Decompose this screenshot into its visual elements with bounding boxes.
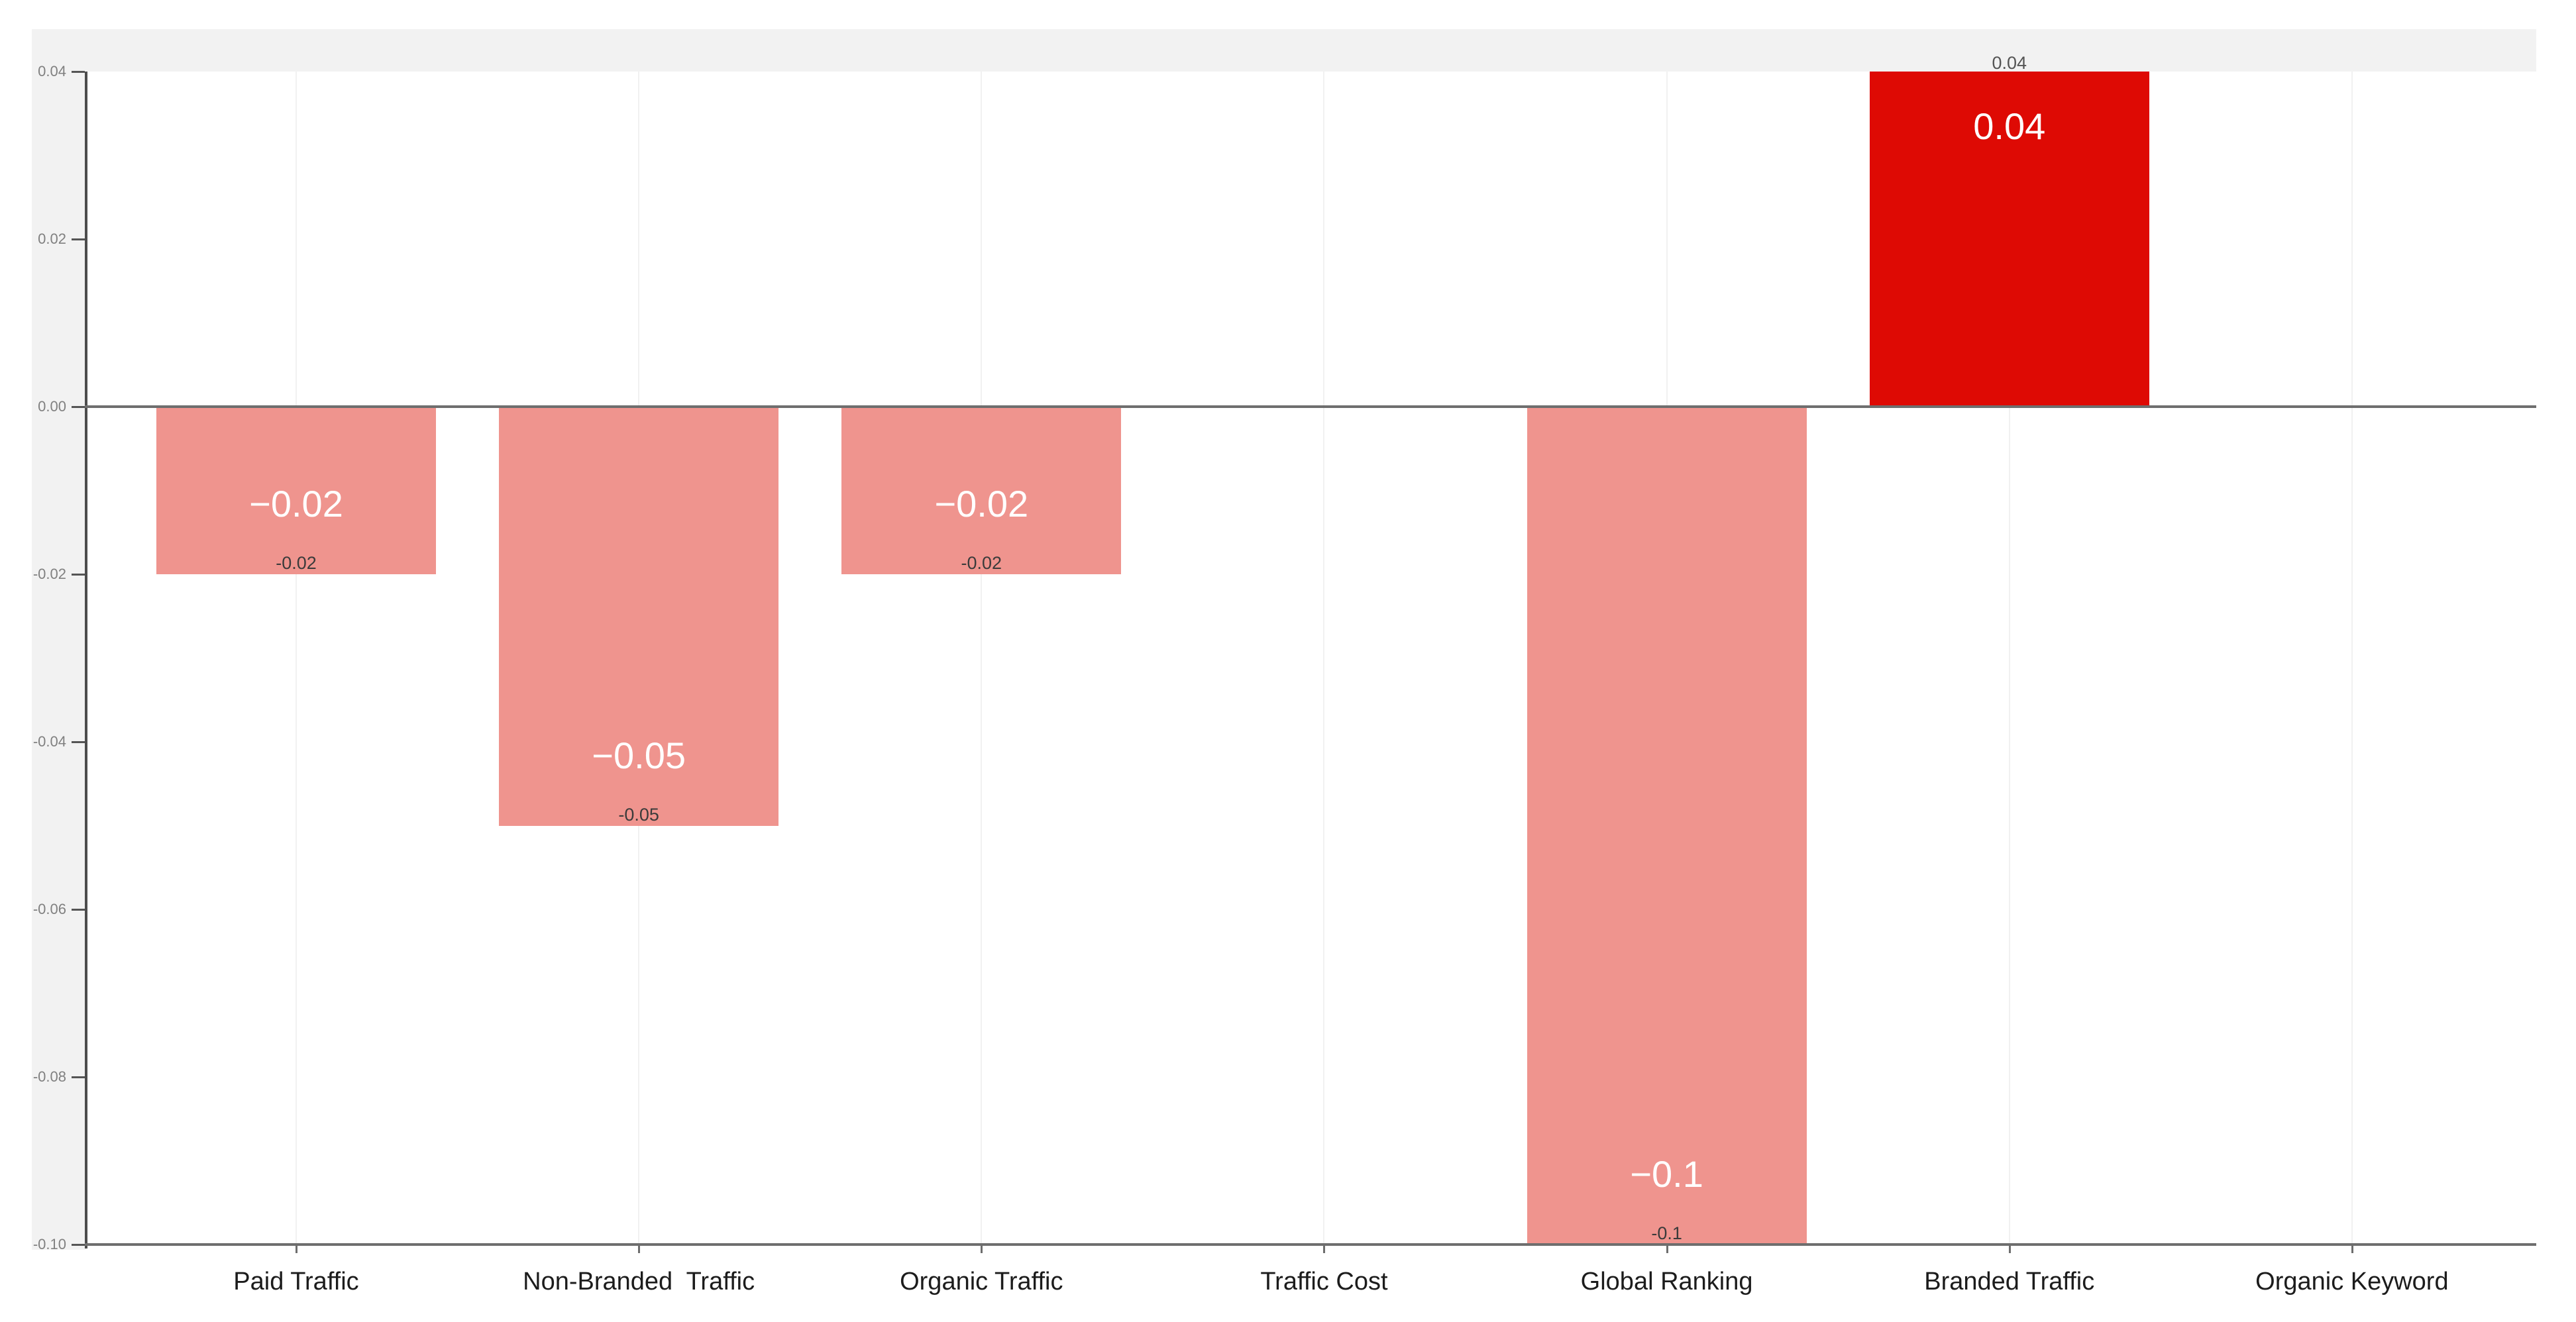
category-gridline — [2008, 72, 2010, 1245]
bar-global-ranking[interactable]: −0.1 -0.1 — [1527, 407, 1807, 1245]
y-tick-mark — [72, 1076, 85, 1078]
category-label-non-branded-traffic: Non-Branded Traffic — [523, 1268, 755, 1296]
y-tick-mark — [72, 741, 85, 743]
chart-left-margin — [32, 29, 86, 1250]
y-tick-mark — [72, 909, 85, 911]
bar-value-label: −0.1 — [1630, 1153, 1703, 1195]
bar-value-label: −0.02 — [934, 483, 1029, 525]
bar-value-label: −0.02 — [249, 483, 343, 525]
category-gridline — [1323, 72, 1325, 1245]
zero-line — [85, 405, 2536, 408]
category-gridline — [2351, 72, 2353, 1245]
y-tick-label: 0.02 — [38, 230, 66, 247]
x-tick-mark — [2008, 1245, 2011, 1253]
bar-branded-traffic[interactable]: 0.04 0.04 — [1869, 53, 2149, 407]
y-tick-label: -0.08 — [32, 1068, 66, 1085]
bar-value-label-small: -0.05 — [618, 804, 659, 825]
chart-top-margin — [32, 29, 2536, 72]
x-tick-mark — [1666, 1245, 1668, 1253]
y-tick-label: 0.00 — [38, 398, 66, 415]
y-tick-mark — [72, 574, 85, 576]
category-label-global-ranking: Global Ranking — [1580, 1268, 1753, 1296]
y-tick-label: -0.02 — [32, 566, 66, 582]
x-tick-mark — [638, 1245, 641, 1253]
bar-value-label-small: -0.02 — [961, 553, 1002, 573]
x-tick-mark — [1323, 1245, 1326, 1253]
bar-value-label: 0.04 — [1973, 105, 2046, 147]
y-axis-line — [85, 72, 87, 1248]
y-tick-mark — [72, 238, 85, 240]
y-tick-label: -0.06 — [32, 901, 66, 917]
category-gridline — [295, 72, 297, 1245]
bar-non-branded-traffic[interactable]: −0.05 -0.05 — [499, 407, 779, 826]
y-tick-label: -0.04 — [32, 733, 66, 750]
bar-paid-traffic[interactable]: −0.02 -0.02 — [156, 407, 436, 574]
category-label-organic-traffic: Organic Traffic — [900, 1268, 1063, 1296]
plot-area: −0.02 -0.02 −0.05 -0.05 −0.02 -0.02 −0.1 -0.1 0.… — [86, 53, 2536, 1245]
bar-value-label-small: -0.1 — [1651, 1223, 1682, 1243]
y-tick-mark — [72, 1244, 85, 1246]
category-label-organic-keyword: Organic Keyword — [2255, 1268, 2449, 1296]
y-tick-mark — [72, 406, 85, 408]
y-tick-label: 0.04 — [38, 63, 66, 79]
x-tick-mark — [295, 1245, 297, 1253]
bar-value-label-small: 0.04 — [1992, 53, 2027, 73]
y-tick-label: -0.10 — [32, 1236, 66, 1252]
category-label-branded-traffic: Branded Traffic — [1924, 1268, 2095, 1296]
bar-organic-traffic[interactable]: −0.02 -0.02 — [841, 407, 1122, 574]
x-axis-line — [85, 1243, 2536, 1246]
category-label-traffic-cost: Traffic Cost — [1260, 1268, 1388, 1296]
category-gridline — [981, 72, 983, 1245]
x-tick-mark — [2351, 1245, 2353, 1253]
category-label-paid-traffic: Paid Traffic — [233, 1268, 359, 1296]
bar-value-label-small: -0.02 — [276, 553, 317, 573]
y-tick-mark — [72, 71, 85, 73]
bar-value-label: −0.05 — [592, 734, 686, 776]
x-tick-mark — [981, 1245, 983, 1253]
